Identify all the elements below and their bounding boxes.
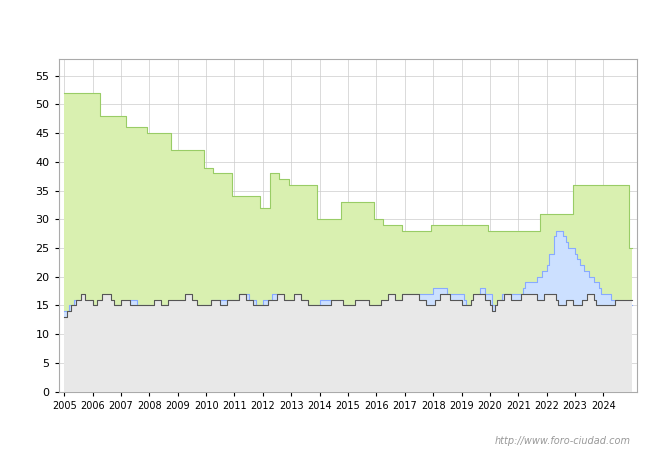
- Text: Zafrilla - Evolucion de la poblacion en edad de Trabajar Mayo de 2024: Zafrilla - Evolucion de la poblacion en …: [69, 19, 581, 35]
- Text: http://www.foro-ciudad.com: http://www.foro-ciudad.com: [495, 436, 630, 446]
